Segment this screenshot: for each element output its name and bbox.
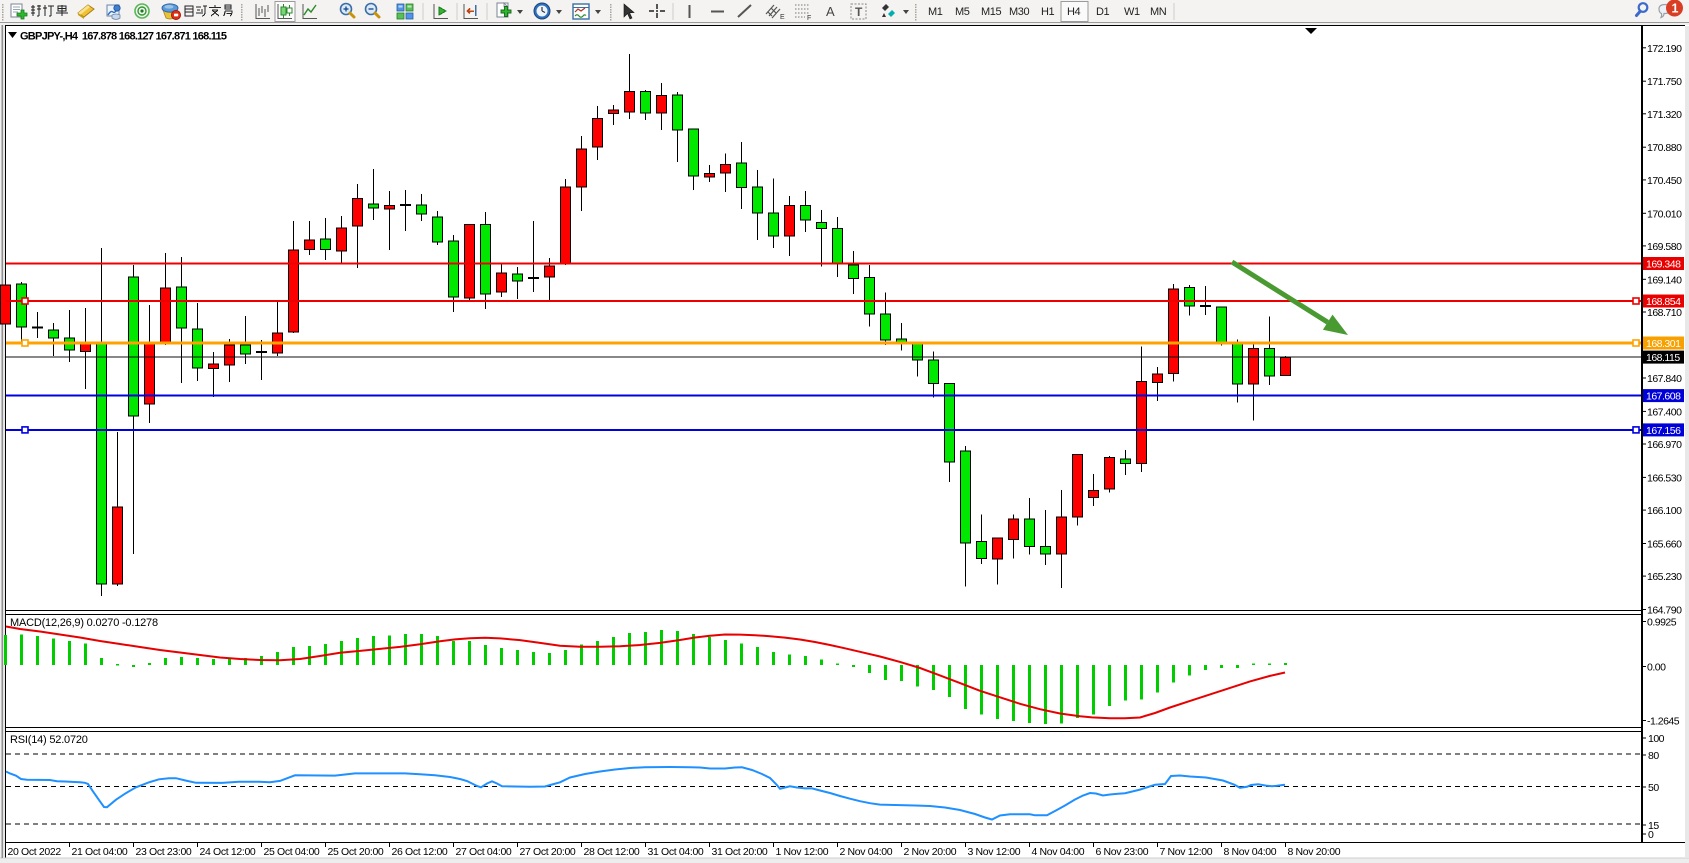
svg-text:8 Nov 20:00: 8 Nov 20:00 xyxy=(1288,846,1341,858)
svg-text:M30: M30 xyxy=(1009,6,1029,18)
svg-text:21 Oct 04:00: 21 Oct 04:00 xyxy=(72,846,128,858)
svg-text:26 Oct 12:00: 26 Oct 12:00 xyxy=(392,846,448,858)
svg-text:E: E xyxy=(780,14,785,21)
svg-text:0.9925: 0.9925 xyxy=(1647,617,1677,629)
svg-text:24 Oct 12:00: 24 Oct 12:00 xyxy=(200,846,256,858)
svg-text:GBPJPY-,H4 167.878 168.127 16: GBPJPY-,H4 167.878 168.127 167.871 168.1… xyxy=(20,31,227,43)
svg-text:171.320: 171.320 xyxy=(1647,109,1682,121)
svg-text:23 Oct 23:00: 23 Oct 23:00 xyxy=(136,846,192,858)
svg-text:D1: D1 xyxy=(1096,6,1110,18)
svg-text:171.750: 171.750 xyxy=(1647,76,1682,88)
svg-text:0.00: 0.00 xyxy=(1647,662,1666,674)
svg-text:170.450: 170.450 xyxy=(1647,175,1682,187)
svg-text:166.530: 166.530 xyxy=(1647,472,1682,484)
svg-text:168.710: 168.710 xyxy=(1647,307,1682,319)
svg-text:167.840: 167.840 xyxy=(1647,373,1682,385)
svg-text:170.880: 170.880 xyxy=(1647,142,1682,154)
svg-text:F: F xyxy=(807,15,811,22)
svg-text:M5: M5 xyxy=(955,6,970,18)
svg-text:8 Nov 04:00: 8 Nov 04:00 xyxy=(1224,846,1277,858)
svg-text:168.854: 168.854 xyxy=(1646,296,1681,308)
svg-text:28 Oct 12:00: 28 Oct 12:00 xyxy=(584,846,640,858)
svg-text:172.190: 172.190 xyxy=(1647,43,1682,55)
svg-text:MACD(12,26,9) 0.0270 -0.1278: MACD(12,26,9) 0.0270 -0.1278 xyxy=(10,617,158,629)
svg-text:H4: H4 xyxy=(1067,6,1081,18)
svg-text:0: 0 xyxy=(1648,829,1654,841)
svg-text:164.790: 164.790 xyxy=(1647,605,1682,617)
svg-text:M1: M1 xyxy=(928,6,943,18)
svg-text:MN: MN xyxy=(1150,6,1167,18)
svg-text:1 Nov 12:00: 1 Nov 12:00 xyxy=(776,846,829,858)
svg-text:167.156: 167.156 xyxy=(1646,425,1681,437)
svg-text:169.140: 169.140 xyxy=(1647,274,1682,286)
svg-text:31 Oct 04:00: 31 Oct 04:00 xyxy=(648,846,704,858)
svg-text:7 Nov 12:00: 7 Nov 12:00 xyxy=(1160,846,1213,858)
svg-text:M15: M15 xyxy=(981,6,1001,18)
svg-text:2 Nov 20:00: 2 Nov 20:00 xyxy=(904,846,957,858)
svg-text:27 Oct 04:00: 27 Oct 04:00 xyxy=(456,846,512,858)
svg-text:6 Nov 23:00: 6 Nov 23:00 xyxy=(1096,846,1149,858)
svg-text:166.970: 166.970 xyxy=(1647,439,1682,451)
svg-text:2 Nov 04:00: 2 Nov 04:00 xyxy=(840,846,893,858)
svg-text:168.301: 168.301 xyxy=(1646,338,1681,350)
svg-text:170.010: 170.010 xyxy=(1647,208,1682,220)
svg-text:1: 1 xyxy=(1672,2,1679,16)
svg-text:20 Oct 2022: 20 Oct 2022 xyxy=(8,846,62,858)
svg-text:165.230: 165.230 xyxy=(1647,571,1682,583)
svg-text:H1: H1 xyxy=(1041,6,1055,18)
svg-text:27 Oct 20:00: 27 Oct 20:00 xyxy=(520,846,576,858)
svg-text:166.100: 166.100 xyxy=(1647,505,1682,517)
svg-text:80: 80 xyxy=(1648,750,1659,762)
svg-text:31 Oct 20:00: 31 Oct 20:00 xyxy=(712,846,768,858)
svg-text:169.580: 169.580 xyxy=(1647,241,1682,253)
svg-text:4 Nov 04:00: 4 Nov 04:00 xyxy=(1032,846,1085,858)
svg-text:W1: W1 xyxy=(1124,6,1140,18)
svg-text:3 Nov 12:00: 3 Nov 12:00 xyxy=(968,846,1021,858)
svg-text:169.348: 169.348 xyxy=(1646,259,1681,271)
svg-text:15: 15 xyxy=(1648,820,1659,832)
svg-text:25 Oct 20:00: 25 Oct 20:00 xyxy=(328,846,384,858)
svg-text:RSI(14) 52.0720: RSI(14) 52.0720 xyxy=(10,734,88,746)
svg-text:25 Oct 04:00: 25 Oct 04:00 xyxy=(264,846,320,858)
svg-text:A: A xyxy=(826,4,835,19)
svg-text:167.608: 167.608 xyxy=(1646,391,1681,403)
svg-text:T: T xyxy=(855,5,863,19)
svg-text:167.400: 167.400 xyxy=(1647,406,1682,418)
svg-text:-1.2645: -1.2645 xyxy=(1647,716,1680,728)
svg-text:50: 50 xyxy=(1648,782,1659,794)
svg-text:100: 100 xyxy=(1648,733,1665,745)
svg-text:165.660: 165.660 xyxy=(1647,539,1682,551)
svg-text:168.115: 168.115 xyxy=(1646,352,1680,364)
